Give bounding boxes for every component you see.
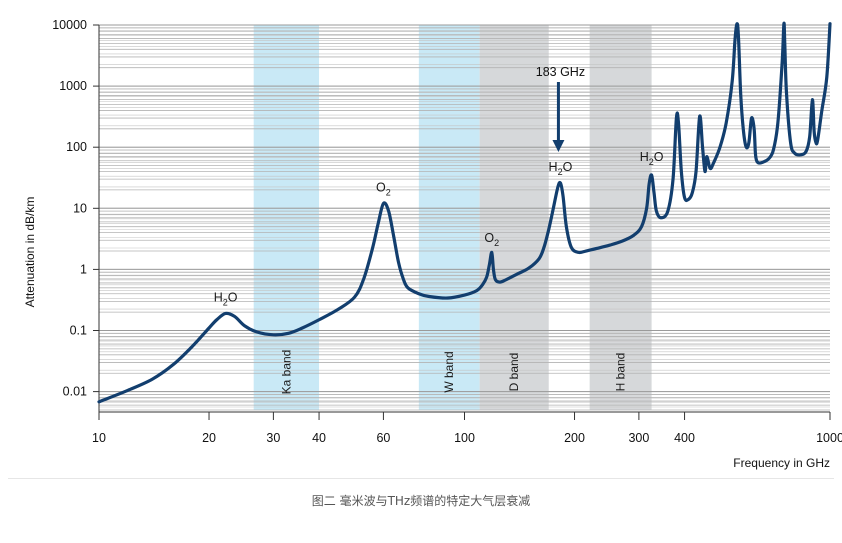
- grid-lines: [99, 24, 830, 411]
- peak-label: O2: [376, 180, 391, 197]
- x-tick-label: 20: [202, 431, 216, 445]
- y-tick-label: 100: [66, 140, 87, 154]
- peak-label: H2O: [214, 290, 238, 307]
- x-tick-label: 400: [674, 431, 695, 445]
- x-tick-label: 1000: [816, 431, 842, 445]
- band-label: H band: [614, 353, 628, 392]
- divider: [8, 478, 834, 479]
- x-tick-label: 100: [454, 431, 475, 445]
- x-tick-label: 10: [92, 431, 106, 445]
- band-label: D band: [507, 353, 521, 392]
- arrow-head-icon: [552, 140, 565, 152]
- band-label: W band: [442, 351, 456, 392]
- series-line: [97, 21, 832, 404]
- attenuation-curve: [97, 21, 832, 404]
- band-label: Ka band: [279, 350, 293, 395]
- y-tick-label: 10: [73, 201, 87, 215]
- y-tick-label: 1000: [59, 79, 87, 93]
- axes: 0.01 0.1 1 10 100 1000 10000 10 20 30 40 60 100 200 30…: [52, 18, 842, 445]
- y-tick-label: 1: [80, 262, 87, 276]
- peak-label: O2: [484, 231, 499, 248]
- x-tick-label: 200: [564, 431, 585, 445]
- y-tick-label: 0.01: [63, 385, 87, 399]
- x-tick-label: 60: [376, 431, 390, 445]
- x-tick-label: 300: [628, 431, 649, 445]
- x-axis-title: Frequency in GHz: [733, 456, 830, 470]
- y-axis-title: Attenuation in dB/km: [23, 197, 37, 308]
- band-labels: Ka band W band D band H band: [279, 350, 627, 395]
- annotation-label: 183 GHz: [536, 65, 585, 79]
- peak-labels: H2O O2 O2 H2O H2O: [214, 150, 664, 308]
- frequency-annotation: 183 GHz: [536, 65, 585, 152]
- y-tick-label: 10000: [52, 18, 87, 32]
- y-tick-label: 0.1: [70, 324, 87, 338]
- x-tick-label: 30: [266, 431, 280, 445]
- peak-label: H2O: [640, 150, 664, 167]
- peak-label: H2O: [549, 160, 573, 177]
- x-tick-label: 40: [312, 431, 326, 445]
- figure-caption: 图二 毫米波与THz频谱的特定大气层衰减: [311, 494, 531, 508]
